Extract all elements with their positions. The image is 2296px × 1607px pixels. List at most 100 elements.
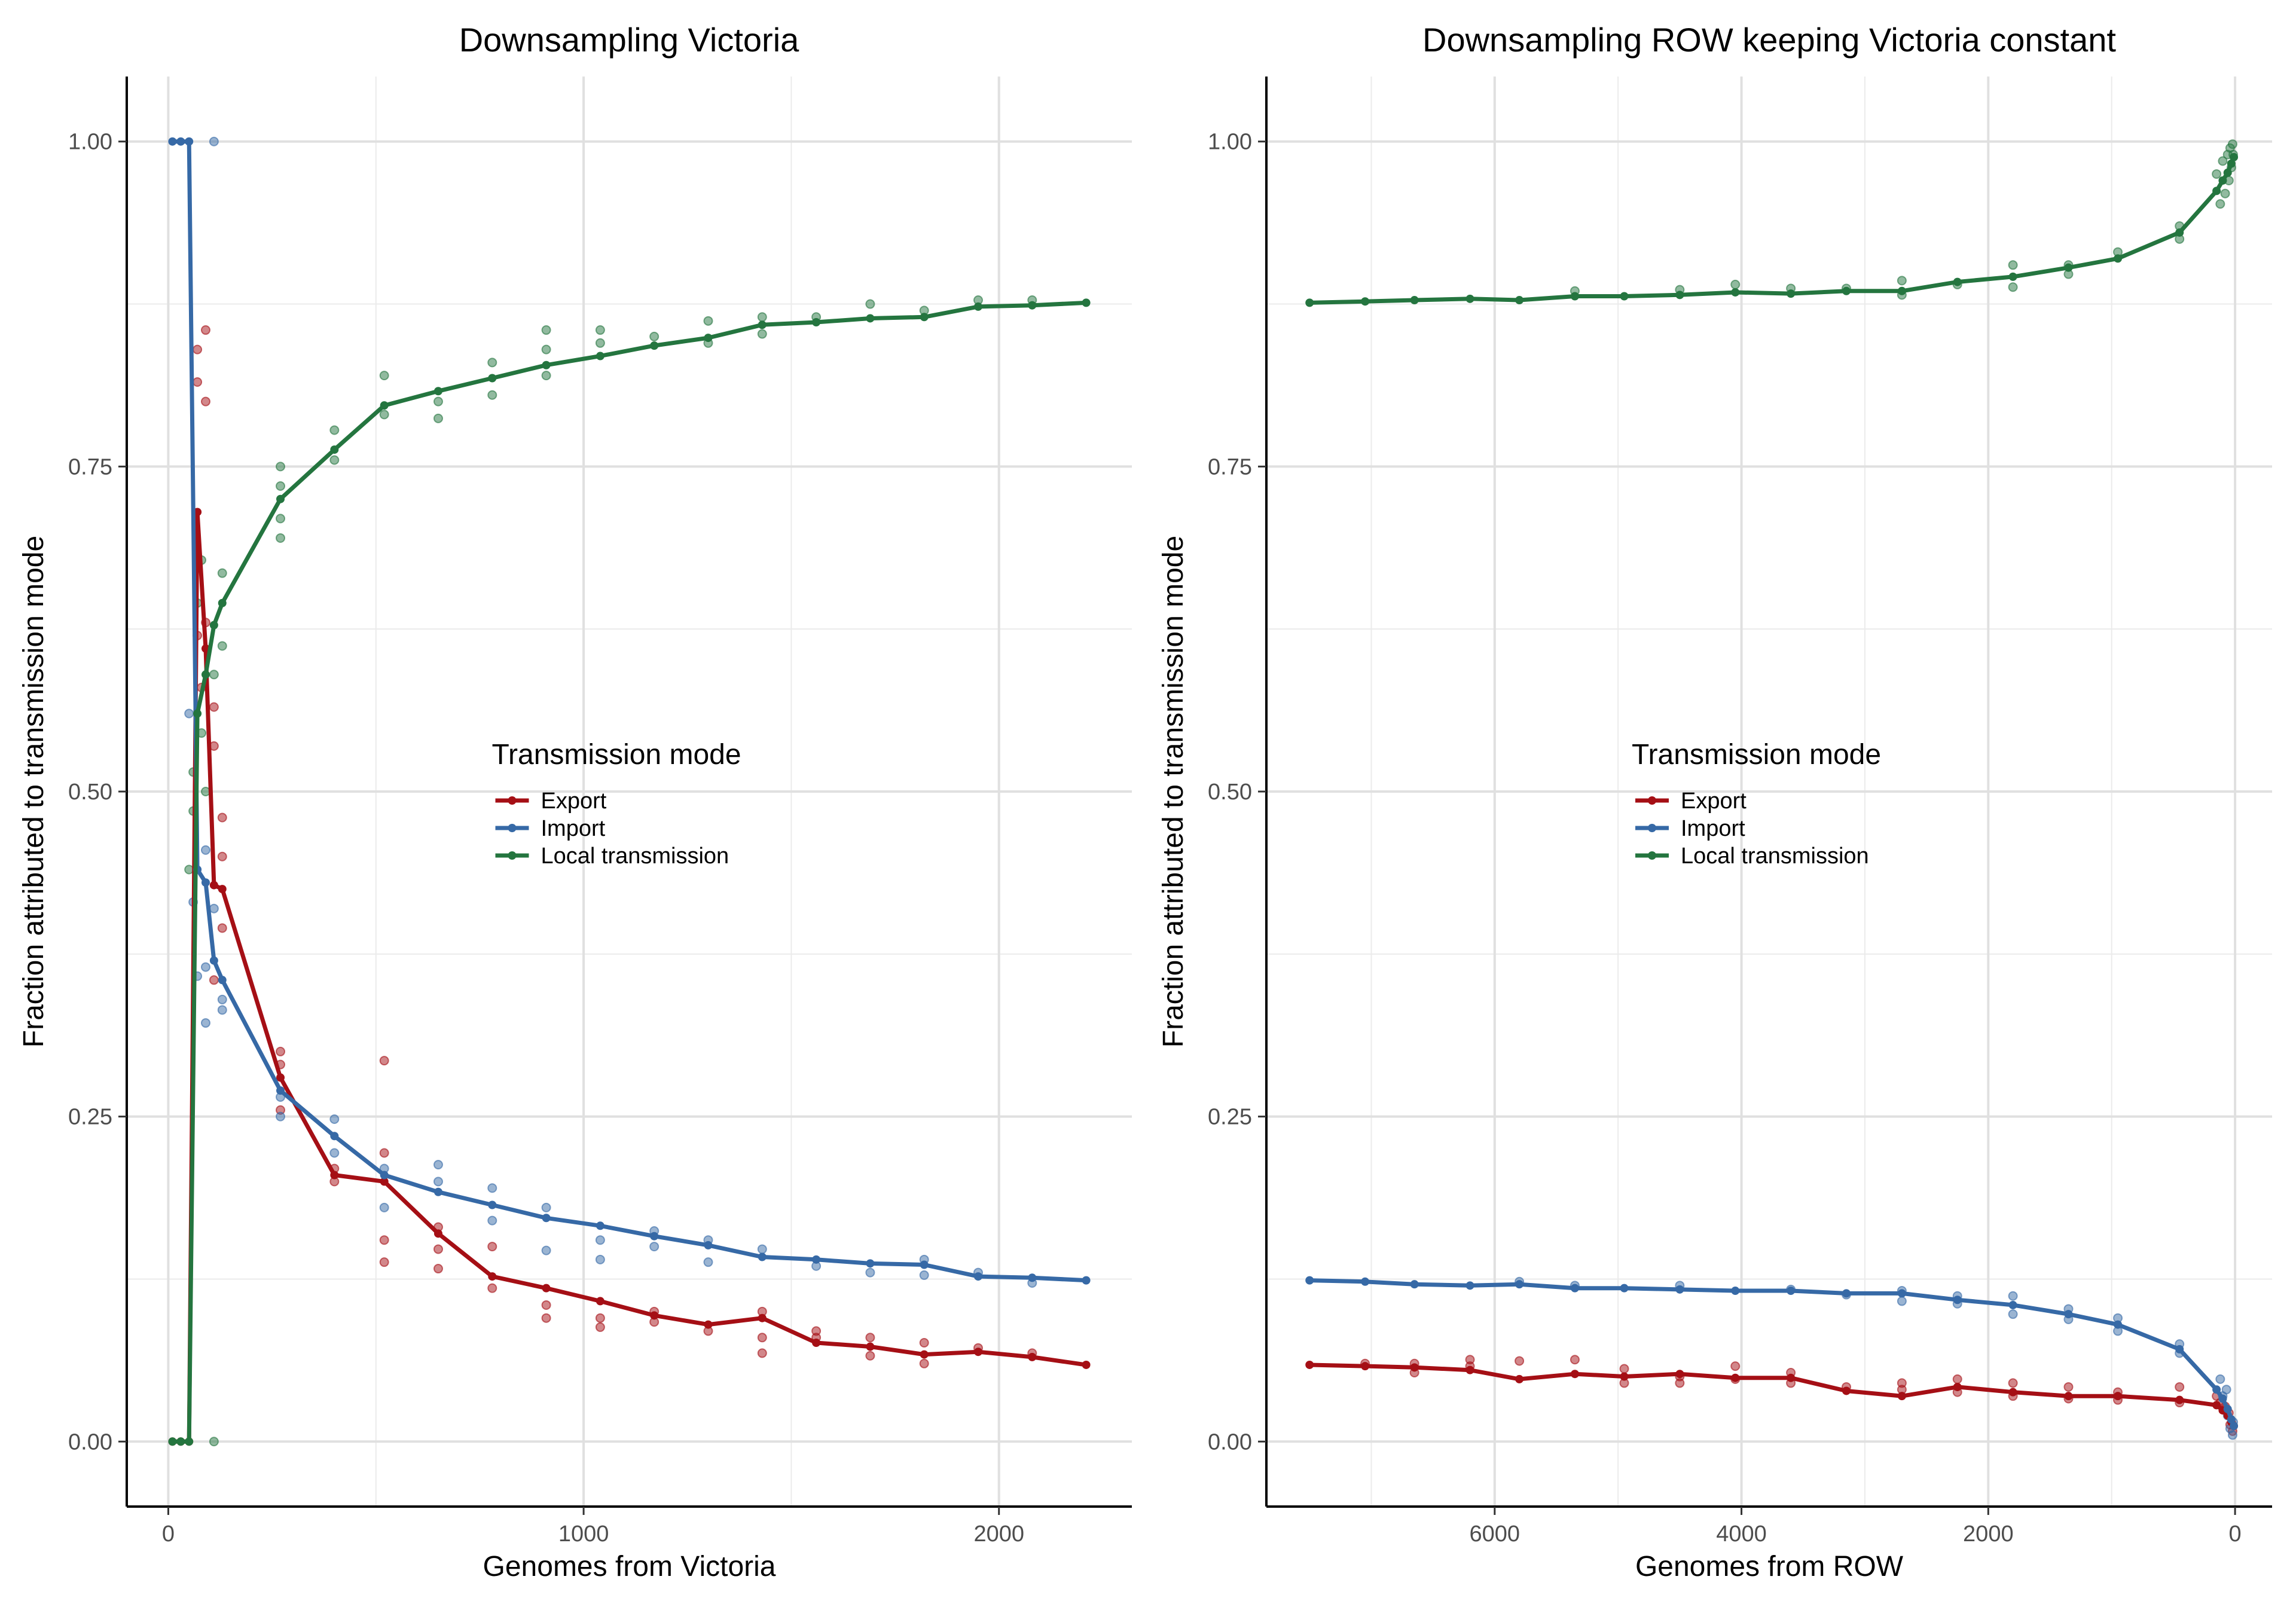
series-mean-point: [2223, 1404, 2232, 1413]
series-mean-point: [2114, 1320, 2123, 1329]
series-mean-point: [330, 445, 339, 454]
data-point: [2008, 1291, 2018, 1301]
data-point: [276, 1046, 286, 1056]
data-point: [433, 413, 443, 423]
series-mean-point: [185, 1437, 194, 1446]
series-mean-point: [2064, 263, 2073, 272]
data-point: [2215, 199, 2225, 209]
data-point: [1897, 276, 1907, 286]
series-mean-point: [973, 302, 982, 311]
series-mean-point: [176, 137, 185, 146]
series-mean-point: [1731, 1287, 1740, 1296]
y-tick-label: 0.50: [1208, 780, 1252, 805]
data-point: [757, 312, 767, 322]
data-point: [757, 329, 767, 339]
data-point: [703, 316, 713, 326]
data-point: [487, 1183, 497, 1193]
legend-label: Import: [541, 816, 606, 841]
data-point: [433, 1264, 443, 1274]
x-tick-label: 0: [162, 1522, 175, 1547]
data-point: [329, 425, 340, 435]
series-mean-point: [1028, 1352, 1037, 1361]
series-mean-point: [276, 1073, 285, 1082]
data-point: [1570, 1355, 1580, 1365]
data-point: [200, 325, 210, 335]
series-mean-point: [2218, 1394, 2227, 1403]
data-point: [276, 533, 286, 543]
data-point: [217, 568, 227, 578]
series-mean-point: [2227, 159, 2236, 168]
data-point: [329, 1148, 340, 1158]
series-mean-point: [2008, 1388, 2017, 1397]
data-point: [865, 1267, 875, 1278]
data-point: [1730, 1361, 1741, 1371]
series-mean-point: [704, 1320, 713, 1329]
data-point: [2063, 1382, 2074, 1392]
data-point: [200, 396, 210, 407]
series-mean-point: [380, 1177, 389, 1186]
series-mean-point: [1787, 289, 1796, 298]
series-mean-point: [2212, 1401, 2221, 1410]
series-mean-point: [758, 320, 767, 329]
data-point: [595, 338, 605, 348]
series-mean-point: [2223, 168, 2232, 177]
data-point: [1619, 1364, 1629, 1374]
data-point: [329, 1114, 340, 1124]
y-tick-label: 0.75: [68, 454, 112, 479]
x-tick-label: 6000: [1470, 1522, 1521, 1547]
series-mean-point: [812, 1339, 821, 1348]
data-point: [2212, 169, 2222, 179]
series-mean-point: [2064, 1392, 2073, 1401]
data-point: [541, 325, 551, 335]
series-mean-point: [433, 387, 442, 396]
data-point: [865, 1351, 875, 1361]
series-mean-point: [1305, 1276, 1314, 1285]
x-tick-label: 2000: [973, 1522, 1024, 1547]
series-mean-point: [2008, 1300, 2017, 1309]
series-mean-point: [1361, 1277, 1370, 1286]
data-point: [649, 331, 660, 341]
series-mean-point: [2212, 1385, 2221, 1394]
data-point: [757, 1244, 767, 1254]
legend-key-point: [1648, 824, 1656, 832]
legend-key-point: [508, 824, 517, 832]
y-tick-label: 0.00: [68, 1429, 112, 1455]
data-point: [433, 1244, 443, 1254]
data-point: [209, 975, 219, 985]
series-mean-point: [1731, 288, 1740, 297]
series-mean-point: [758, 1252, 767, 1261]
series-mean-point: [542, 360, 551, 369]
series-mean-point: [920, 313, 929, 322]
series-mean-point: [1515, 296, 1524, 305]
data-point: [209, 1437, 219, 1447]
data-point: [2215, 1374, 2225, 1384]
series-mean-point: [168, 137, 177, 146]
series-mean-point: [2230, 1422, 2239, 1431]
data-point: [200, 1018, 210, 1028]
series-mean-point: [209, 881, 218, 890]
data-point: [217, 641, 227, 651]
y-tick-label: 0.75: [1208, 454, 1252, 479]
legend-label: Local transmission: [1681, 844, 1869, 869]
series-mean-point: [1082, 1276, 1091, 1285]
legend-label: Local transmission: [541, 844, 729, 869]
series-mean-point: [596, 1221, 604, 1230]
series-mean-point: [1842, 1289, 1851, 1298]
data-point: [379, 1148, 389, 1158]
x-axis-title: Genomes from ROW: [1635, 1551, 1904, 1582]
series-mean-point: [1953, 1296, 1962, 1304]
data-point: [919, 1358, 929, 1368]
series-mean-point: [2230, 152, 2239, 161]
series-mean-point: [2175, 228, 2184, 237]
series-mean-point: [1515, 1280, 1524, 1289]
data-point: [2227, 1430, 2237, 1440]
data-point: [487, 358, 497, 368]
series-mean-point: [596, 1297, 604, 1306]
data-point: [2220, 188, 2230, 198]
data-point: [541, 371, 551, 381]
data-point: [595, 1322, 605, 1332]
legend-key-point: [508, 796, 517, 805]
series-mean-point: [1305, 1360, 1314, 1369]
series-mean-point: [1082, 1360, 1091, 1369]
series-line-0: [1309, 1362, 2236, 1428]
